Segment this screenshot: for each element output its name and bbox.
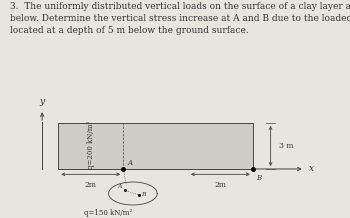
Text: A: A: [117, 184, 121, 189]
Text: A: A: [128, 159, 133, 167]
Text: q=150 kN/m²: q=150 kN/m²: [84, 209, 133, 217]
Text: x: x: [309, 164, 314, 174]
Text: 2m: 2m: [85, 181, 97, 189]
Text: 3.  The uniformly distributed vertical loads on the surface of a clay layer as s: 3. The uniformly distributed vertical lo…: [10, 2, 350, 35]
Bar: [58, 123, 253, 169]
Text: q=200 kN/m²: q=200 kN/m²: [87, 120, 95, 169]
Text: B: B: [141, 192, 146, 197]
Text: B: B: [256, 174, 261, 182]
Text: y: y: [40, 97, 45, 106]
Text: 2m: 2m: [214, 181, 226, 189]
Text: 3 m: 3 m: [279, 142, 293, 150]
